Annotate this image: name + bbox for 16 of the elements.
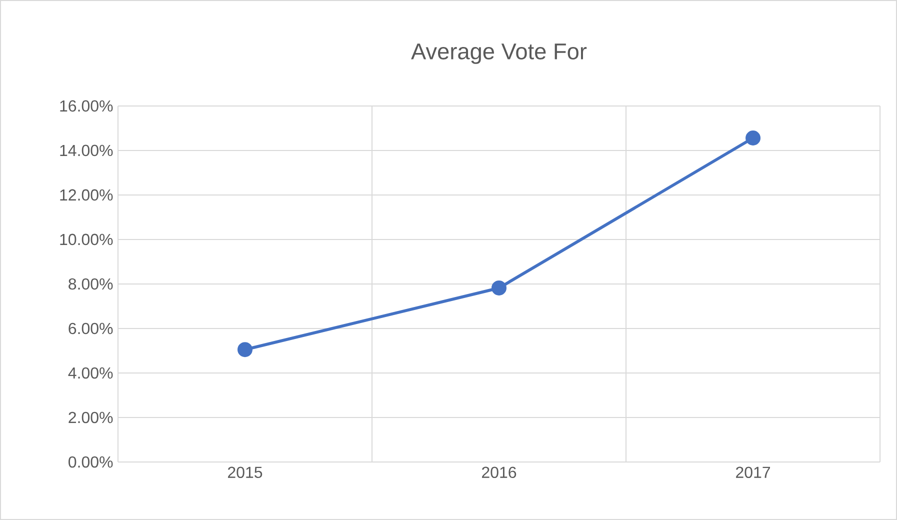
y-tick-label: 4.00% bbox=[68, 367, 113, 379]
x-tick-label: 2016 bbox=[482, 466, 516, 478]
y-tick-label: 12.00% bbox=[60, 189, 113, 201]
x-tick-label: 2015 bbox=[228, 466, 262, 478]
y-tick-label: 0.00% bbox=[68, 456, 113, 468]
y-tick-label: 16.00% bbox=[60, 100, 113, 112]
y-tick-label: 14.00% bbox=[60, 144, 113, 156]
chart-title: Average Vote For bbox=[411, 44, 587, 64]
y-tick-label: 6.00% bbox=[68, 322, 113, 334]
y-tick-label: 8.00% bbox=[68, 278, 113, 290]
point bbox=[492, 280, 507, 296]
point bbox=[237, 342, 252, 358]
y-tick-label: 10.00% bbox=[60, 234, 113, 246]
y-tick-label: 2.00% bbox=[68, 412, 113, 424]
point bbox=[746, 130, 761, 146]
x-tick-label: 2017 bbox=[736, 466, 770, 478]
